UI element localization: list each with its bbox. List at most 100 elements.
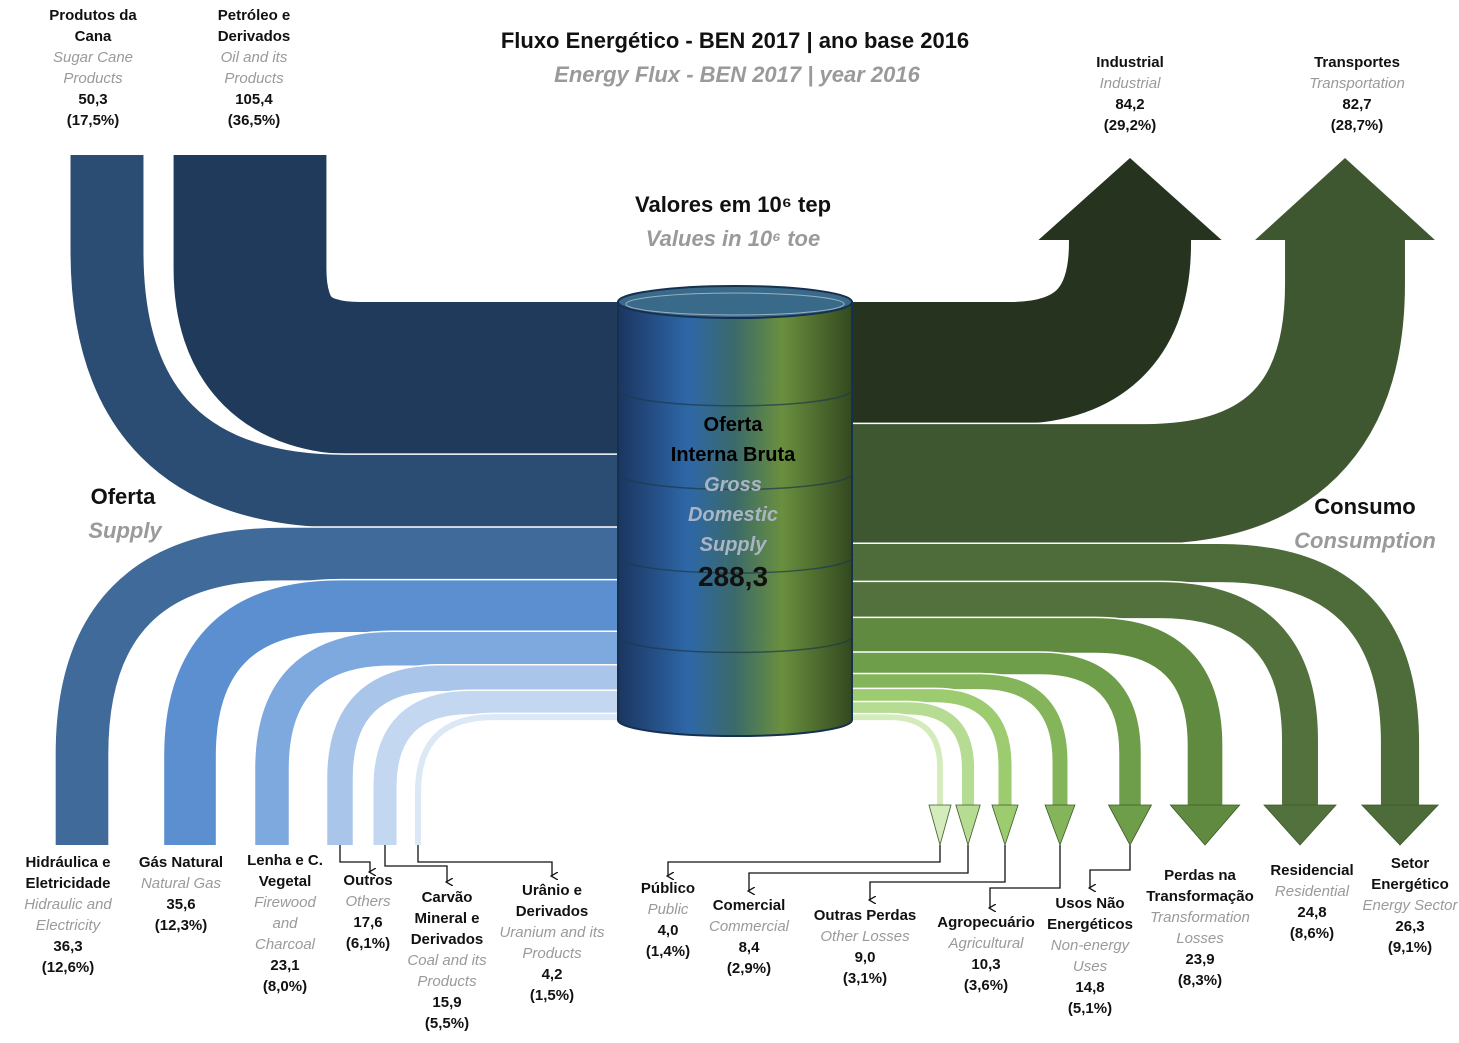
flow-band <box>55 527 622 845</box>
node-label: Usos Não Energéticos Non-energy Uses 14,8 (… <box>1042 893 1138 1019</box>
node-name: Hidráulica e Eletricidade <box>25 854 111 892</box>
node-name-en: Transportation <box>1309 75 1405 92</box>
node-label: Industrial Industrial 84,2 (29,2%) <box>1075 52 1185 136</box>
flow-band <box>164 580 622 845</box>
node-label: Hidráulica e Eletricidade Hidraulic and E… <box>6 852 131 978</box>
node-name: Setor Energético <box>1371 855 1449 893</box>
node-share: (36,5%) <box>227 112 281 129</box>
cylinder-ring <box>617 556 853 574</box>
node-value: 24,8 <box>1297 904 1327 921</box>
node-share: (12,6%) <box>41 959 95 976</box>
cylinder-ring <box>617 636 853 654</box>
node-share: (29,2%) <box>1103 117 1157 134</box>
connector <box>384 845 447 882</box>
node-value: 26,3 <box>1395 918 1425 935</box>
node-share: (5,5%) <box>424 1015 470 1032</box>
arrow-head <box>1107 804 1153 846</box>
arrow-head <box>1263 804 1337 846</box>
node-value: 50,3 <box>78 91 108 108</box>
node-name: Perdas na Transformação <box>1146 867 1254 905</box>
node-name-en: Oil and its Products <box>220 49 288 87</box>
connector <box>668 845 941 876</box>
arrow-head <box>1169 804 1241 846</box>
node-value: 105,4 <box>235 91 273 108</box>
center-value: 288,3 <box>697 561 769 592</box>
node-value: 4,0 <box>657 922 679 939</box>
node-name: Carvão Mineral e Derivados <box>410 889 484 948</box>
node-label: Setor Energético Energy Sector 26,3 (9,1%) <box>1362 853 1458 958</box>
node-label: Lenha e C. Vegetal Firewood and Charcoal 2… <box>241 850 329 997</box>
connector <box>1090 845 1131 888</box>
node-value: 84,2 <box>1115 96 1145 113</box>
arrow-head <box>928 804 952 847</box>
node-name: Lenha e C. Vegetal <box>247 852 323 890</box>
node-name-en: Hidraulic and Electricity <box>24 896 112 934</box>
flow-band <box>848 689 1012 807</box>
node-share: (3,6%) <box>963 977 1009 994</box>
node-label: Público Public 4,0 (1,4%) <box>633 878 703 962</box>
node-name-en: Public <box>647 901 689 918</box>
node-name: Agropecuário <box>937 914 1035 931</box>
node-value: 4,2 <box>541 966 563 983</box>
flow-band <box>373 691 622 845</box>
node-label: Urânio e Derivados Uranium and its Produc… <box>496 880 608 1006</box>
consumption-label-en: Consumption <box>1294 528 1436 553</box>
node-name-en: Transformation Losses <box>1150 909 1250 947</box>
cylinder-ring <box>617 473 853 491</box>
node-value: 35,6 <box>166 896 196 913</box>
arrow-head <box>1255 158 1435 240</box>
node-share: (17,5%) <box>66 112 120 129</box>
node-name: Produtos da Cana <box>49 7 137 45</box>
consumption-label: Consumo <box>1314 494 1416 519</box>
node-share: (12,3%) <box>154 917 208 934</box>
node-name-en: Residential <box>1274 883 1350 900</box>
supply-label: Oferta <box>90 484 156 509</box>
arrow-head <box>1360 804 1440 846</box>
center-name-en: Gross Domestic Supply <box>687 474 779 556</box>
center-name: Oferta Interna Bruta <box>670 414 796 466</box>
node-label: Petróleo e Derivados Oil and its Products… <box>207 5 302 131</box>
flow-band <box>414 714 622 845</box>
flow-band <box>848 238 1405 545</box>
node-name-en: Others <box>345 893 391 910</box>
supply-label-en: Supply <box>88 518 162 543</box>
node-name-en: Coal and its Products <box>407 952 487 990</box>
node-share: (8,6%) <box>1289 925 1335 942</box>
node-share: (28,7%) <box>1330 117 1384 134</box>
node-name: Usos Não Energéticos <box>1047 895 1133 933</box>
cylinder-top-inner <box>625 292 845 316</box>
connector <box>339 845 370 872</box>
node-label: Residencial Residential 24,8 (8,6%) <box>1262 860 1362 944</box>
flow-band <box>848 618 1223 807</box>
node-share: (6,1%) <box>345 935 391 952</box>
node-value: 9,0 <box>854 949 876 966</box>
node-name-en: Firewood and Charcoal <box>254 894 316 953</box>
flow-band <box>70 155 622 528</box>
node-value: 23,9 <box>1185 951 1215 968</box>
node-value: 8,4 <box>738 939 760 956</box>
node-name: Comercial <box>712 897 786 914</box>
node-label: Outras Perdas Other Losses 9,0 (3,1%) <box>803 905 928 989</box>
arrow-head <box>1044 804 1076 847</box>
node-label: Outros Others 17,6 (6,1%) <box>338 870 398 954</box>
node-value: 10,3 <box>971 956 1001 973</box>
units-en: Values in 10⁶ toe <box>645 226 821 251</box>
connector <box>417 845 552 876</box>
node-share: (2,9%) <box>726 960 772 977</box>
node-name-en: Industrial <box>1099 75 1161 92</box>
flow-band <box>848 544 1420 807</box>
flow-band <box>255 632 622 845</box>
units: Valores em 10⁶ tep <box>634 192 832 217</box>
node-label: Comercial Commercial 8,4 (2,9%) <box>694 895 804 979</box>
node-label: Produtos da Cana Sugar Cane Products 50,3 (… <box>43 5 143 131</box>
node-value: 15,9 <box>432 994 462 1011</box>
node-name-en: Uranium and its Products <box>499 924 605 962</box>
node-name-en: Agricultural <box>948 935 1024 952</box>
node-label: Transportes Transportation 82,7 (28,7%) <box>1292 52 1422 136</box>
cylinder-ring <box>617 389 853 407</box>
node-name: Público <box>640 880 696 897</box>
node-label: Agropecuário Agricultural 10,3 (3,6%) <box>927 912 1045 996</box>
node-name: Industrial <box>1096 54 1164 71</box>
arrow-head <box>991 804 1019 847</box>
